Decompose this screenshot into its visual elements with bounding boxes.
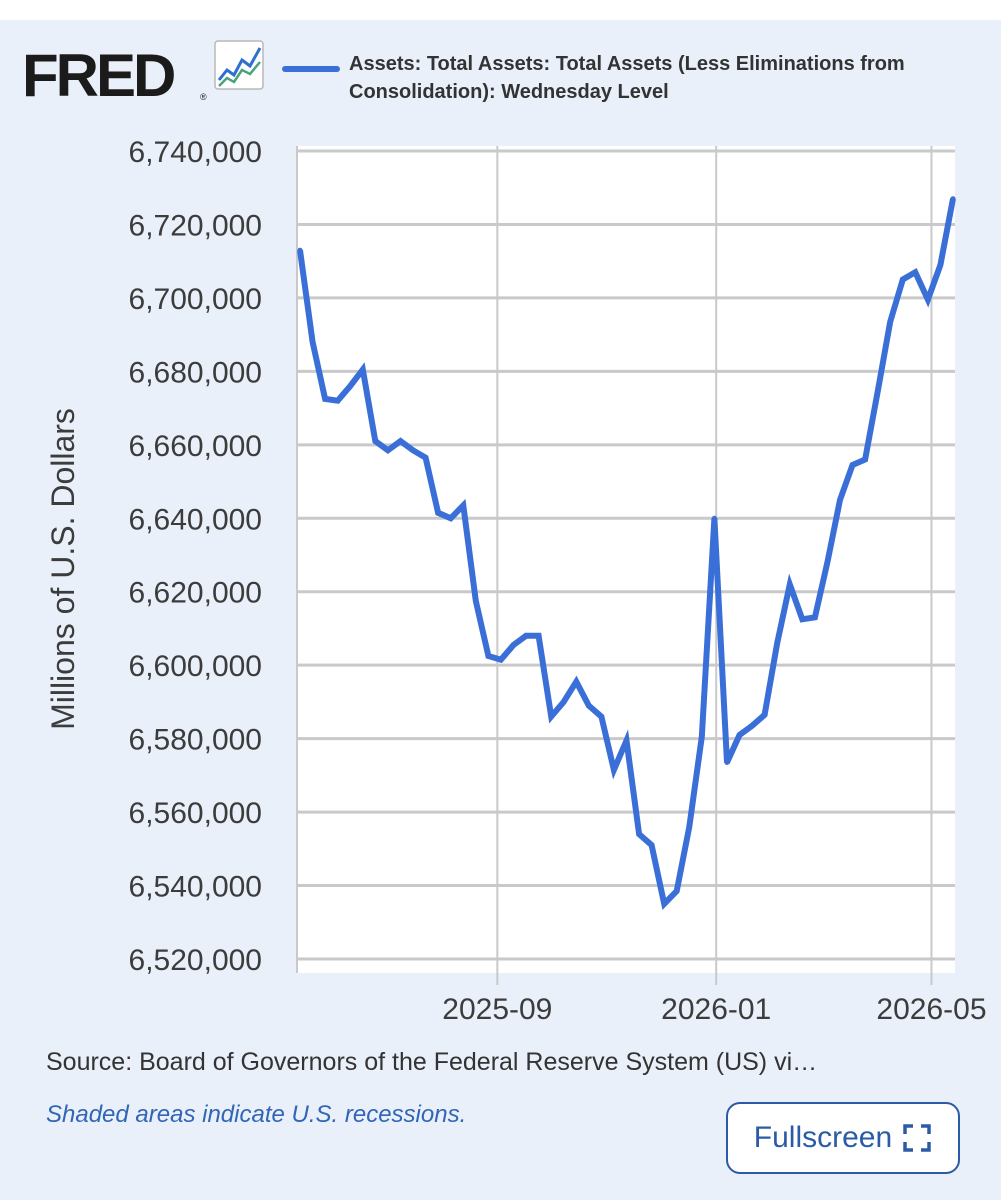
source-note: Source: Board of Governors of the Federa…	[46, 1048, 818, 1076]
data-point[interactable]	[737, 732, 742, 738]
y-tick-label: 6,640,000	[129, 503, 262, 536]
y-tick-label: 6,540,000	[129, 871, 262, 904]
data-point[interactable]	[925, 297, 931, 303]
y-tick-label: 6,700,000	[129, 283, 262, 316]
data-point[interactable]	[598, 714, 604, 720]
data-point[interactable]	[435, 510, 441, 516]
y-tick-label: 6,580,000	[129, 724, 262, 757]
fullscreen-label: Fullscreen	[753, 1121, 893, 1154]
data-point[interactable]	[875, 389, 881, 395]
data-point[interactable]	[699, 734, 705, 740]
data-point[interactable]	[812, 614, 818, 620]
data-point[interactable]	[460, 502, 466, 508]
x-tick-label: 2026-01	[661, 993, 771, 1026]
data-point[interactable]	[561, 699, 567, 705]
data-point[interactable]	[624, 738, 629, 743]
data-point[interactable]	[787, 581, 793, 587]
data-point[interactable]	[360, 367, 366, 372]
y-tick-label: 6,740,000	[129, 136, 262, 169]
data-point[interactable]	[536, 633, 542, 639]
data-point[interactable]	[762, 712, 768, 718]
data-point[interactable]	[837, 497, 843, 503]
data-point[interactable]	[711, 515, 717, 521]
data-point[interactable]	[523, 633, 529, 639]
data-point[interactable]	[398, 438, 403, 444]
data-point[interactable]	[511, 642, 516, 648]
plot-area	[297, 146, 955, 973]
data-point[interactable]	[824, 559, 830, 565]
data-point[interactable]	[573, 679, 579, 685]
y-tick-label: 6,680,000	[129, 356, 262, 389]
x-tick-label: 2025-09	[442, 993, 552, 1026]
y-tick-label: 6,720,000	[129, 209, 262, 242]
data-point[interactable]	[548, 714, 554, 720]
data-point[interactable]	[335, 398, 341, 404]
data-point[interactable]	[749, 723, 755, 729]
data-point[interactable]	[448, 515, 454, 521]
data-point[interactable]	[900, 277, 906, 282]
logo-text: FRED	[22, 42, 176, 109]
y-tick-label: 6,560,000	[129, 797, 262, 830]
data-point[interactable]	[674, 888, 680, 894]
data-point[interactable]	[661, 901, 667, 907]
data-point[interactable]	[799, 616, 805, 622]
logo-registered-mark: ®	[200, 92, 207, 102]
data-point[interactable]	[950, 196, 956, 202]
y-tick-label: 6,520,000	[129, 944, 262, 977]
data-point[interactable]	[410, 447, 416, 453]
data-point[interactable]	[385, 447, 391, 453]
chart-panel: FRED ® Assets: Total Assets: Total Asset…	[0, 20, 1001, 1200]
data-point[interactable]	[372, 438, 378, 444]
y-axis-label: Millions of U.S. Dollars	[45, 408, 81, 730]
data-point[interactable]	[774, 640, 780, 646]
expand-icon	[903, 1124, 931, 1152]
data-point[interactable]	[937, 262, 943, 268]
data-point[interactable]	[423, 455, 429, 461]
data-point[interactable]	[611, 767, 617, 773]
data-point[interactable]	[862, 457, 868, 462]
chart-line-icon	[214, 40, 264, 90]
line-chart: 6,520,000 6,540,000 6,560,000 6,580,000 6,60…	[45, 136, 987, 1026]
data-point[interactable]	[850, 462, 855, 468]
y-tick-label: 6,620,000	[129, 577, 262, 610]
data-point[interactable]	[347, 383, 353, 389]
data-point[interactable]	[649, 842, 655, 848]
data-point[interactable]	[485, 653, 491, 659]
y-tick-label: 6,660,000	[129, 430, 262, 463]
recession-note: Shaded areas indicate U.S. recessions.	[46, 1101, 467, 1128]
data-point[interactable]	[724, 760, 730, 765]
data-point[interactable]	[498, 657, 504, 663]
data-point[interactable]	[686, 824, 692, 830]
data-point[interactable]	[586, 703, 592, 709]
data-point[interactable]	[912, 269, 918, 275]
legend-swatch	[282, 66, 340, 72]
data-point[interactable]	[473, 598, 479, 604]
data-point[interactable]	[297, 247, 303, 253]
y-tick-label: 6,600,000	[129, 650, 262, 683]
data-point[interactable]	[310, 339, 316, 345]
fullscreen-button[interactable]: Fullscreen	[726, 1102, 960, 1174]
legend-label[interactable]: Assets: Total Assets: Total Assets (Less…	[349, 53, 905, 103]
data-point[interactable]	[636, 831, 642, 837]
x-tick-label: 2026-05	[876, 993, 986, 1026]
data-point[interactable]	[887, 319, 893, 325]
data-point[interactable]	[322, 396, 328, 402]
